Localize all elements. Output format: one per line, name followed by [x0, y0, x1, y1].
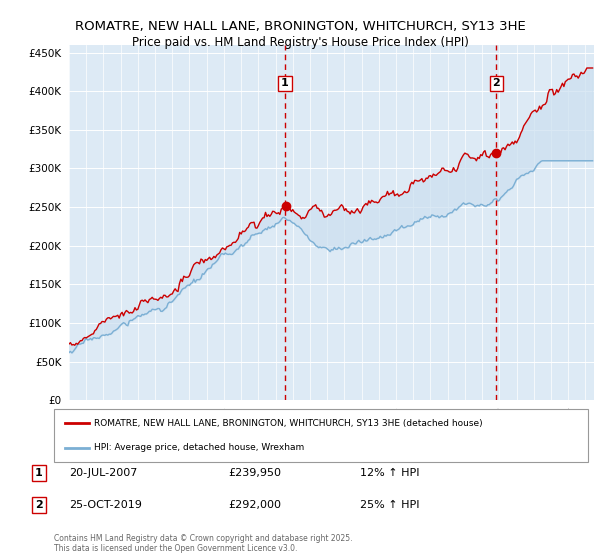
FancyBboxPatch shape [54, 409, 588, 462]
Text: 2: 2 [35, 500, 43, 510]
Text: 20-JUL-2007: 20-JUL-2007 [69, 468, 137, 478]
Text: 25-OCT-2019: 25-OCT-2019 [69, 500, 142, 510]
Text: £239,950: £239,950 [228, 468, 281, 478]
Text: 12% ↑ HPI: 12% ↑ HPI [360, 468, 419, 478]
Text: £292,000: £292,000 [228, 500, 281, 510]
Text: 25% ↑ HPI: 25% ↑ HPI [360, 500, 419, 510]
Text: Contains HM Land Registry data © Crown copyright and database right 2025.
This d: Contains HM Land Registry data © Crown c… [54, 534, 353, 553]
Text: 1: 1 [35, 468, 43, 478]
Text: ROMATRE, NEW HALL LANE, BRONINGTON, WHITCHURCH, SY13 3HE: ROMATRE, NEW HALL LANE, BRONINGTON, WHIT… [74, 20, 526, 32]
Text: ROMATRE, NEW HALL LANE, BRONINGTON, WHITCHURCH, SY13 3HE (detached house): ROMATRE, NEW HALL LANE, BRONINGTON, WHIT… [94, 419, 482, 428]
Text: HPI: Average price, detached house, Wrexham: HPI: Average price, detached house, Wrex… [94, 443, 304, 452]
Text: 1: 1 [281, 78, 289, 88]
Text: 2: 2 [493, 78, 500, 88]
Text: Price paid vs. HM Land Registry's House Price Index (HPI): Price paid vs. HM Land Registry's House … [131, 36, 469, 49]
